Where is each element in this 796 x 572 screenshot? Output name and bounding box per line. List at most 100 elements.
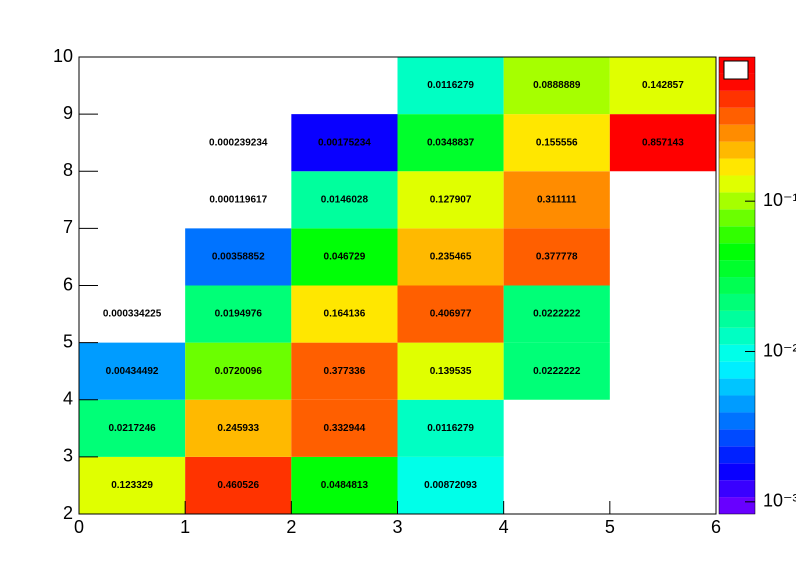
cell-label: 0.0222222 xyxy=(533,366,581,377)
palette-band xyxy=(719,293,755,311)
cell xyxy=(503,114,610,172)
cell xyxy=(185,285,292,343)
palette-band xyxy=(719,192,755,210)
y-tick-label: 6 xyxy=(63,274,73,294)
palette-band xyxy=(719,158,755,176)
x-tick-label: 1 xyxy=(180,517,190,537)
cell-label: 0.00175234 xyxy=(318,137,371,148)
cell-label: 0.00358852 xyxy=(212,252,265,263)
palette-frame xyxy=(718,56,756,515)
palette-band xyxy=(719,277,755,294)
cell xyxy=(609,114,716,172)
cell-label: 0.377778 xyxy=(536,252,578,263)
cell-label: 0.235465 xyxy=(430,252,472,263)
y-tick-label: 3 xyxy=(63,446,73,466)
cell xyxy=(609,57,716,115)
cell-label: 0.127907 xyxy=(430,194,472,205)
palette-band xyxy=(719,480,755,498)
palette-band xyxy=(719,209,755,227)
cell-label: 0.857143 xyxy=(642,137,684,148)
cell xyxy=(185,228,292,286)
cell-label: 0.0194976 xyxy=(215,309,263,320)
palette-band xyxy=(719,175,755,193)
palette-band xyxy=(719,446,755,464)
cell-label: 0.245933 xyxy=(217,423,259,434)
cell-label: 0.000239234 xyxy=(209,137,268,148)
cell-label: 0.0217246 xyxy=(108,423,156,434)
cell-label: 0.0484813 xyxy=(321,480,369,491)
cell-label: 0.0888889 xyxy=(533,80,581,91)
cell xyxy=(185,456,292,514)
cell xyxy=(503,342,610,400)
cell xyxy=(397,57,504,115)
cell xyxy=(291,228,398,286)
z-tick-label: 10⁻³ xyxy=(763,491,796,511)
palette-band xyxy=(719,243,755,261)
stats-box xyxy=(723,60,749,80)
cell-label: 0.0348837 xyxy=(427,137,475,148)
cell xyxy=(397,285,504,343)
cell-label: 0.377336 xyxy=(324,366,366,377)
cell xyxy=(397,342,504,400)
cell-label: 0.00434492 xyxy=(106,366,159,377)
x-tick-label: 0 xyxy=(74,517,84,537)
cell-label: 0.0116279 xyxy=(427,423,474,434)
cell xyxy=(503,285,610,343)
palette-band xyxy=(719,90,755,108)
palette-band xyxy=(719,361,755,379)
cell-label: 0.000334225 xyxy=(103,309,162,320)
cell xyxy=(291,399,398,457)
z-tick-label: 10⁻² xyxy=(763,340,796,360)
cell-label: 0.123329 xyxy=(111,480,153,491)
palette-band xyxy=(719,395,755,413)
palette-band xyxy=(719,310,755,328)
cell xyxy=(291,456,398,514)
x-tick-label: 4 xyxy=(499,517,509,537)
cell-label: 0.00872093 xyxy=(424,480,477,491)
cell-label: 0.155556 xyxy=(536,137,578,148)
palette-band xyxy=(719,463,755,481)
y-tick-label: 2 xyxy=(63,503,73,523)
y-tick-label: 9 xyxy=(63,103,73,123)
z-tick-label: 10⁻¹ xyxy=(763,190,796,210)
cell-label: 0.046729 xyxy=(324,252,366,263)
cell-label: 0.0720096 xyxy=(215,366,263,377)
cell xyxy=(185,342,292,400)
cell xyxy=(503,171,610,229)
cell-label: 0.406977 xyxy=(430,309,472,320)
cell xyxy=(79,399,186,457)
x-tick-label: 2 xyxy=(286,517,296,537)
palette-band xyxy=(719,412,755,430)
y-tick-label: 8 xyxy=(63,160,73,180)
cell-label: 0.0116279 xyxy=(427,80,474,91)
cell xyxy=(79,342,186,400)
cell-label: 0.142857 xyxy=(642,80,684,91)
cell xyxy=(503,228,610,286)
palette-band xyxy=(719,260,755,278)
cell-label: 0.0146028 xyxy=(321,194,369,205)
cell xyxy=(291,285,398,343)
cell-label: 0.311111 xyxy=(537,194,577,205)
cell xyxy=(291,114,398,172)
cell xyxy=(397,228,504,286)
cell-label: 0.000119617 xyxy=(209,194,267,205)
palette-band xyxy=(719,141,755,159)
cell xyxy=(397,114,504,172)
cell-label: 0.139535 xyxy=(430,366,472,377)
x-tick-label: 6 xyxy=(711,517,721,537)
cell xyxy=(291,171,398,229)
y-tick-label: 7 xyxy=(63,217,73,237)
palette-band xyxy=(719,497,755,514)
cell xyxy=(79,456,186,514)
palette-band xyxy=(719,429,755,447)
cell-label: 0.164136 xyxy=(324,309,366,320)
palette-band xyxy=(719,124,755,142)
cell xyxy=(397,456,504,514)
cell-label: 0.332944 xyxy=(324,423,366,434)
palette-band xyxy=(719,327,755,345)
cell xyxy=(291,342,398,400)
y-tick-label: 5 xyxy=(63,331,73,351)
x-tick-label: 5 xyxy=(605,517,615,537)
palette-band xyxy=(719,226,755,244)
